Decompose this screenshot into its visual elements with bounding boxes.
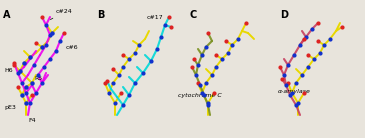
Text: H6: H6 [4,68,13,74]
Text: α-amylase: α-amylase [278,88,311,94]
Text: c#6: c#6 [60,41,78,50]
Text: A: A [3,10,11,20]
Text: R5: R5 [34,76,42,82]
Text: cytochrome C: cytochrome C [178,92,222,98]
Text: F4: F4 [28,119,36,124]
Text: c#17: c#17 [147,15,165,25]
Text: B: B [97,10,104,20]
Text: C: C [190,10,197,20]
Text: c#24: c#24 [50,9,73,20]
Text: pE3: pE3 [4,104,16,109]
Text: D: D [280,10,288,20]
